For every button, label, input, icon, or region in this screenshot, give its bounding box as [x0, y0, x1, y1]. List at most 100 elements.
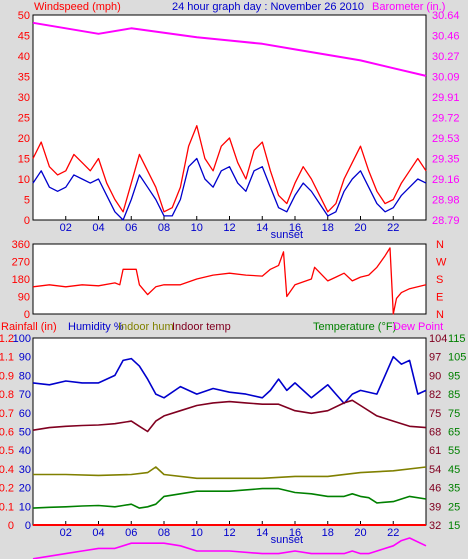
x-tick-label: 14 — [256, 527, 268, 539]
windspeed-tick-label: 40 — [18, 51, 30, 63]
wind-avg-line — [32, 157, 427, 221]
x-tick-label: 20 — [354, 222, 366, 234]
x-tick-label: 16 — [289, 222, 301, 234]
humidity-line — [32, 355, 427, 405]
rainfall-label: Rainfall (in) — [1, 321, 57, 333]
dew-point-tick-label: 45 — [448, 464, 460, 476]
humidity-tick-label: 100 — [13, 333, 31, 345]
rainfall-tick-label: 0.5 — [0, 445, 14, 457]
compass-tick-label: S — [436, 274, 443, 286]
barometer-tick-label: 30.09 — [432, 72, 460, 84]
dew-point-label: Dew Point — [393, 321, 443, 333]
direction-tick-label: 90 — [18, 292, 30, 304]
rainfall-tick-label: 0 — [8, 520, 14, 532]
humidity-tick-label: 30 — [19, 464, 31, 476]
windspeed-axis-label: Windspeed (mph) — [34, 1, 121, 13]
temperature-tick-label: 82 — [429, 389, 441, 401]
barometer-tick-label: 30.64 — [432, 10, 460, 22]
rainfall-tick-label: 0.1 — [0, 501, 14, 513]
barometer-tick-label: 29.16 — [432, 174, 460, 186]
wind-baro-plot-area — [32, 14, 427, 221]
rainfall-tick-label: 0.8 — [0, 389, 14, 401]
windspeed-tick-label: 10 — [18, 174, 30, 186]
humidity-label: Humidity % — [68, 321, 124, 333]
direction-tick-label: 0 — [24, 309, 30, 321]
temperature-tick-label: 46 — [429, 483, 441, 495]
temperature-tick-label: 32 — [429, 520, 441, 532]
humidity-tick-label: 80 — [19, 370, 31, 382]
graph-title: 24 hour graph day : November 26 2010 — [172, 1, 364, 13]
temperature-line — [32, 487, 427, 509]
x-tick-label: 18 — [322, 527, 334, 539]
x-tick-label: 22 — [387, 527, 399, 539]
compass-tick-label: N — [436, 309, 444, 321]
x-tick-label: 04 — [92, 527, 104, 539]
x-tick-label: 08 — [158, 222, 170, 234]
windspeed-tick-label: 5 — [24, 195, 30, 207]
indoor-temp-line — [32, 399, 427, 433]
x-tick-label: 12 — [223, 222, 235, 234]
humidity-tick-label: 90 — [19, 352, 31, 364]
dew-point-tick-label: 85 — [448, 389, 460, 401]
windspeed-tick-label: 50 — [18, 10, 30, 22]
rainfall-tick-label: 0.2 — [0, 483, 14, 495]
x-tick-label: 16 — [289, 527, 301, 539]
rainfall-tick-label: 0.4 — [0, 464, 14, 476]
humidity-tick-label: 40 — [19, 445, 31, 457]
temperature-tick-label: 104 — [429, 333, 447, 345]
x-tick-label: 14 — [256, 222, 268, 234]
x-tick-label: 22 — [387, 222, 399, 234]
humidity-tick-label: 50 — [19, 427, 31, 439]
dew-point-line — [32, 537, 427, 559]
windspeed-tick-label: 20 — [18, 133, 30, 145]
x-tick-label: 18 — [322, 222, 334, 234]
humidity-tick-label: 60 — [19, 408, 31, 420]
sunset-marker-label: sunset — [271, 534, 303, 546]
barometer-tick-label: 29.53 — [432, 133, 460, 145]
windspeed-tick-label: 15 — [18, 154, 30, 166]
windspeed-tick-label: 30 — [18, 92, 30, 104]
humidity-tick-label: 70 — [19, 389, 31, 401]
indoor-hum-label: Indoor hum — [118, 321, 174, 333]
windspeed-tick-label: 35 — [18, 72, 30, 84]
humidity-tick-label: 10 — [19, 501, 31, 513]
barometer-tick-label: 29.91 — [432, 92, 460, 104]
x-tick-label: 06 — [125, 222, 137, 234]
x-tick-label: 20 — [354, 527, 366, 539]
direction-tick-label: 270 — [12, 257, 30, 269]
barometer-tick-label: 30.27 — [432, 51, 460, 63]
windspeed-tick-label: 0 — [24, 215, 30, 227]
rainfall-tick-label: 0.6 — [0, 427, 14, 439]
barometer-tick-label: 28.98 — [432, 195, 460, 207]
rainfall-tick-label: 1.1 — [0, 352, 14, 364]
x-tick-label: 08 — [158, 527, 170, 539]
rainfall-tick-label: 0.9 — [0, 370, 14, 382]
temp-hum-plot-area — [32, 337, 427, 526]
dew-point-tick-label: 15 — [448, 520, 460, 532]
x-tick-label: 02 — [60, 222, 72, 234]
humidity-tick-label: 20 — [19, 483, 31, 495]
dew-point-tick-label: 65 — [448, 427, 460, 439]
temperature-tick-label: 54 — [429, 464, 441, 476]
compass-tick-label: W — [436, 257, 447, 269]
dew-point-tick-label: 115 — [448, 333, 466, 345]
barometer-tick-label: 30.46 — [432, 31, 460, 43]
rainfall-tick-label: 1.2 — [0, 333, 14, 345]
barometer-line — [32, 21, 427, 77]
direction-tick-label: 360 — [12, 239, 30, 251]
dew-point-tick-label: 75 — [448, 408, 460, 420]
temperature-tick-label: 97 — [429, 352, 441, 364]
dew-point-tick-label: 25 — [448, 501, 460, 513]
x-tick-label: 10 — [191, 222, 203, 234]
barometer-tick-label: 29.35 — [432, 154, 460, 166]
gust-line — [32, 125, 427, 213]
sunset-marker-label: sunset — [271, 229, 303, 241]
windspeed-tick-label: 25 — [18, 113, 30, 125]
windspeed-tick-label: 45 — [18, 31, 30, 43]
barometer-tick-label: 28.79 — [432, 215, 460, 227]
rainfall-tick-label: 0.7 — [0, 408, 14, 420]
temperature-tick-label: 61 — [429, 445, 441, 457]
compass-tick-label: N — [436, 239, 444, 251]
temperature-label: Temperature (°F) — [313, 321, 396, 333]
